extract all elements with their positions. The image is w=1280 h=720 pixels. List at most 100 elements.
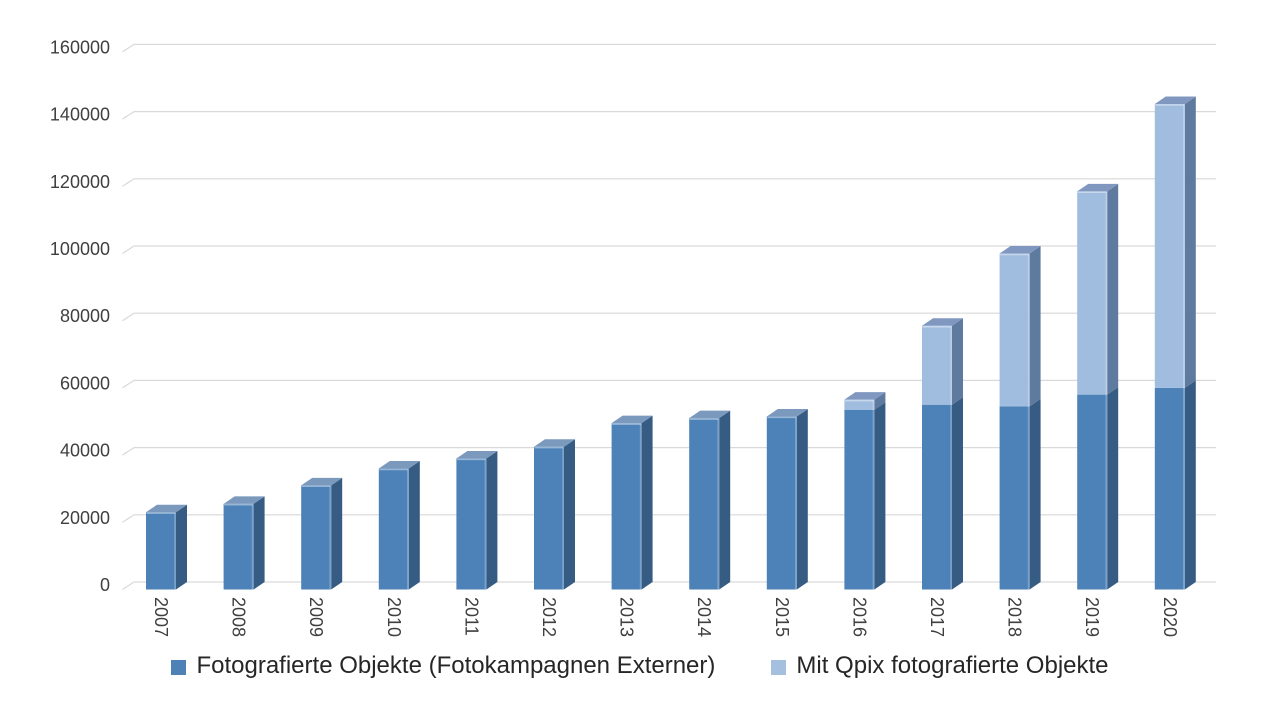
bar-2019-side-light	[1107, 183, 1119, 395]
y-tick-label: 40000	[60, 441, 110, 461]
bar-2010	[378, 461, 420, 590]
bar-2018-side-light	[1029, 246, 1041, 407]
bar-2018-front-light	[999, 253, 1030, 407]
bar-2020-top	[1154, 96, 1196, 104]
bar-2009-front-dark	[301, 485, 332, 590]
bar-2013-front-dark	[611, 423, 642, 590]
bar-2015	[766, 408, 808, 590]
bar-2016-side-dark	[874, 402, 886, 590]
bar-2020	[1154, 96, 1196, 590]
gridline	[122, 178, 1216, 187]
bar-2010-front-dark	[378, 468, 409, 590]
legend-item-qpix: Mit Qpix fotografierte Objekte	[771, 652, 1109, 680]
x-category-label: 2014	[694, 597, 714, 637]
y-tick-label: 20000	[60, 508, 110, 528]
x-axis-labels: 2007 2008 2009 2010 2011 2012 2013 2014 2015 2016…	[151, 597, 1180, 637]
bar-2012-front-dark	[534, 446, 564, 590]
y-tick-label: 120000	[50, 172, 110, 192]
bar-2017-top	[922, 318, 963, 326]
bar-2016-front-light	[844, 399, 875, 410]
bar-2016	[844, 392, 886, 590]
bar-2017-front-dark	[922, 404, 952, 590]
bar-2009	[301, 477, 343, 590]
x-category-label: 2009	[306, 597, 326, 637]
x-category-label: 2010	[384, 597, 404, 637]
gridline	[122, 581, 1216, 591]
y-tick-label: 100000	[50, 239, 110, 259]
bar-2018-top	[999, 246, 1041, 254]
bar-2016-front-dark	[844, 409, 875, 590]
x-category-label: 2020	[1160, 597, 1180, 637]
bar-2007-front-dark	[146, 512, 176, 590]
bar-2018-front-dark	[999, 406, 1030, 590]
bar-2017-side-dark	[952, 397, 963, 590]
y-tick-label: 80000	[60, 306, 110, 326]
bar-2019	[1077, 183, 1119, 590]
gridline	[122, 110, 1216, 120]
bar-2020-side-light	[1184, 96, 1196, 388]
bar-2017-front-light	[922, 325, 952, 405]
legend-swatch-light-icon	[771, 660, 787, 675]
bar-2009-side-dark	[331, 477, 343, 590]
bar-2018	[999, 246, 1041, 590]
x-category-label: 2012	[539, 597, 559, 637]
x-category-label: 2007	[151, 597, 171, 637]
bar-2008-top	[223, 496, 265, 504]
x-category-label: 2016	[849, 597, 869, 637]
bar-2013-side-dark	[641, 415, 653, 590]
bar-2011	[456, 450, 498, 590]
bar-2012-side-dark	[564, 439, 575, 590]
bar-2017-side-light	[952, 318, 963, 405]
bar-2007-side-dark	[176, 504, 187, 590]
x-category-label: 2013	[617, 597, 637, 637]
legend: Fotografierte Objekte (Fotokampagnen Ext…	[0, 652, 1280, 680]
bar-2019-side-dark	[1107, 387, 1119, 590]
bar-2011-side-dark	[486, 450, 498, 590]
y-tick-label: 140000	[50, 105, 110, 125]
y-tick-label: 60000	[60, 373, 110, 393]
x-category-label: 2015	[772, 597, 792, 637]
bar-2017	[922, 318, 963, 590]
bar-2008	[223, 496, 265, 590]
bar-2019-front-dark	[1077, 394, 1108, 590]
bar-2014-front-dark	[689, 418, 720, 590]
legend-label-fotokampagnen-externer: Fotografierte Objekte (Fotokampagnen Ext…	[196, 652, 716, 679]
bar-2007-top	[146, 504, 187, 513]
gridline	[122, 245, 1216, 255]
bar-2015-side-dark	[796, 408, 808, 590]
bar-2008-front-dark	[223, 503, 254, 590]
bar-2012-top	[534, 439, 575, 447]
x-category-label: 2019	[1082, 597, 1102, 637]
legend-label-qpix: Mit Qpix fotografierte Objekte	[796, 652, 1109, 679]
x-category-label: 2017	[927, 597, 947, 637]
bar-2013-top	[611, 415, 653, 424]
legend-item-fotokampagnen-externer: Fotografierte Objekte (Fotokampagnen Ext…	[171, 652, 715, 680]
x-category-label: 2018	[1005, 597, 1025, 637]
bar-2015-front-dark	[766, 416, 797, 590]
bar-2014	[689, 410, 731, 590]
gridline	[122, 379, 1216, 389]
gridlines	[122, 43, 1216, 591]
bar-2015-top	[766, 408, 808, 417]
gridline	[122, 447, 1216, 456]
gridline	[122, 514, 1216, 523]
bar-2019-top	[1077, 183, 1119, 192]
bar-2009-top	[301, 477, 343, 486]
gridline	[122, 43, 1216, 53]
bar-2011-front-dark	[456, 458, 487, 590]
y-axis-labels: 0 20000 40000 60000 80000 100000 120000 140000 1…	[50, 37, 110, 595]
bar-series	[146, 96, 1196, 590]
y-tick-label: 160000	[50, 37, 110, 57]
bar-2016-side-light	[874, 392, 886, 410]
bar-2007	[146, 504, 187, 590]
bar-2020-front-dark	[1154, 387, 1185, 590]
gridline	[122, 312, 1216, 322]
bar-2019-front-light	[1077, 191, 1108, 395]
bar-2020-side-dark	[1184, 380, 1196, 590]
bar-2014-top	[689, 410, 731, 419]
bar-2014-side-dark	[719, 410, 731, 590]
x-category-label: 2008	[229, 597, 249, 637]
legend-swatch-dark-icon	[171, 660, 187, 675]
x-category-label: 2011	[461, 597, 481, 636]
